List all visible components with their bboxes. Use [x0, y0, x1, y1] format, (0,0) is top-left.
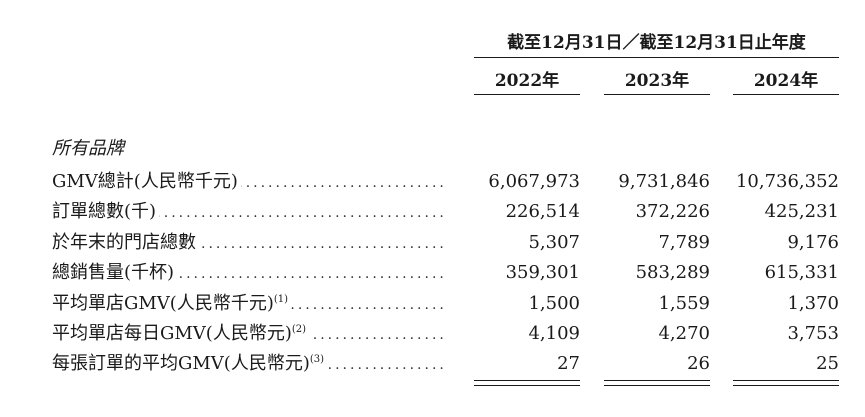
row-value-2024: 3,753: [787, 323, 839, 344]
year-rule-2023: [604, 94, 710, 95]
year-rule-2024: [733, 94, 839, 95]
year-header-2023: 2023年: [624, 71, 690, 91]
row-value-2022: 6,067,973: [488, 171, 580, 192]
row-value-2022: 27: [557, 353, 580, 374]
row-value-2024: 1,370: [787, 293, 839, 314]
double-rule-2024: [733, 380, 839, 386]
row-value-2022: 5,307: [528, 232, 580, 253]
table-row-gmv-per-order: ........................................…: [0, 348, 865, 378]
row-value-2023: 1,559: [658, 293, 710, 314]
footnote-marker: (2): [291, 324, 307, 335]
row-value-2022: 359,301: [505, 262, 580, 283]
row-value-2024: 9,176: [787, 232, 839, 253]
row-value-2024: 10,736,352: [735, 171, 839, 192]
row-value-2024: 25: [816, 353, 839, 374]
period-header: 截至12月31日／截至12月31日止年度: [507, 33, 806, 53]
row-value-2023: 9,731,846: [618, 171, 710, 192]
row-label-text: GMV總計(人民幣千元): [52, 171, 238, 192]
row-label-text: 平均單店每日GMV(人民幣元): [52, 323, 292, 344]
row-label: ........................................…: [52, 292, 445, 318]
row-label-text: 總銷售量(千杯): [52, 262, 175, 283]
period-header-rule: [474, 57, 839, 58]
row-value-2023: 372,226: [635, 201, 710, 222]
row-label-text: 訂單總數(千): [52, 201, 157, 222]
table-row-gmv-total: ........................................…: [0, 166, 865, 196]
double-rule-2022: [474, 380, 580, 386]
row-label: ........................................…: [52, 231, 445, 257]
row-value-2024: 425,231: [764, 201, 839, 222]
row-label: ........................................…: [52, 352, 445, 378]
row-label: ........................................…: [52, 322, 445, 348]
row-label-text: 平均單店GMV(人民幣千元): [52, 293, 274, 314]
row-value-2022: 226,514: [505, 201, 580, 222]
row-value-2023: 4,270: [658, 323, 710, 344]
footnote-marker: (3): [309, 354, 325, 365]
table-row-store-count: ........................................…: [0, 227, 865, 257]
row-value-2022: 1,500: [528, 293, 580, 314]
table-row-daily-gmv-per-store: ........................................…: [0, 318, 865, 348]
row-label: ........................................…: [52, 170, 445, 196]
year-header-2022: 2022年: [494, 71, 560, 91]
row-label: ........................................…: [52, 200, 445, 226]
year-rule-2022: [474, 94, 580, 95]
row-value-2024: 615,331: [764, 262, 839, 283]
row-label-text: 於年末的門店總數: [52, 232, 196, 253]
year-header-2024: 2024年: [753, 71, 819, 91]
row-value-2023: 7,789: [658, 232, 710, 253]
row-label: ........................................…: [52, 261, 445, 287]
double-rule-2023: [604, 380, 710, 386]
table-row-cups-sold: ........................................…: [0, 257, 865, 287]
table-row-order-count: ........................................…: [0, 196, 865, 226]
table-row-gmv-per-store: ........................................…: [0, 288, 865, 318]
footnote-marker: (1): [273, 294, 289, 305]
row-label-text: 每張訂單的平均GMV(人民幣元): [52, 353, 310, 374]
row-value-2023: 583,289: [635, 262, 710, 283]
row-value-2023: 26: [687, 353, 710, 374]
row-value-2022: 4,109: [528, 323, 580, 344]
section-title: 所有品牌: [52, 138, 124, 159]
